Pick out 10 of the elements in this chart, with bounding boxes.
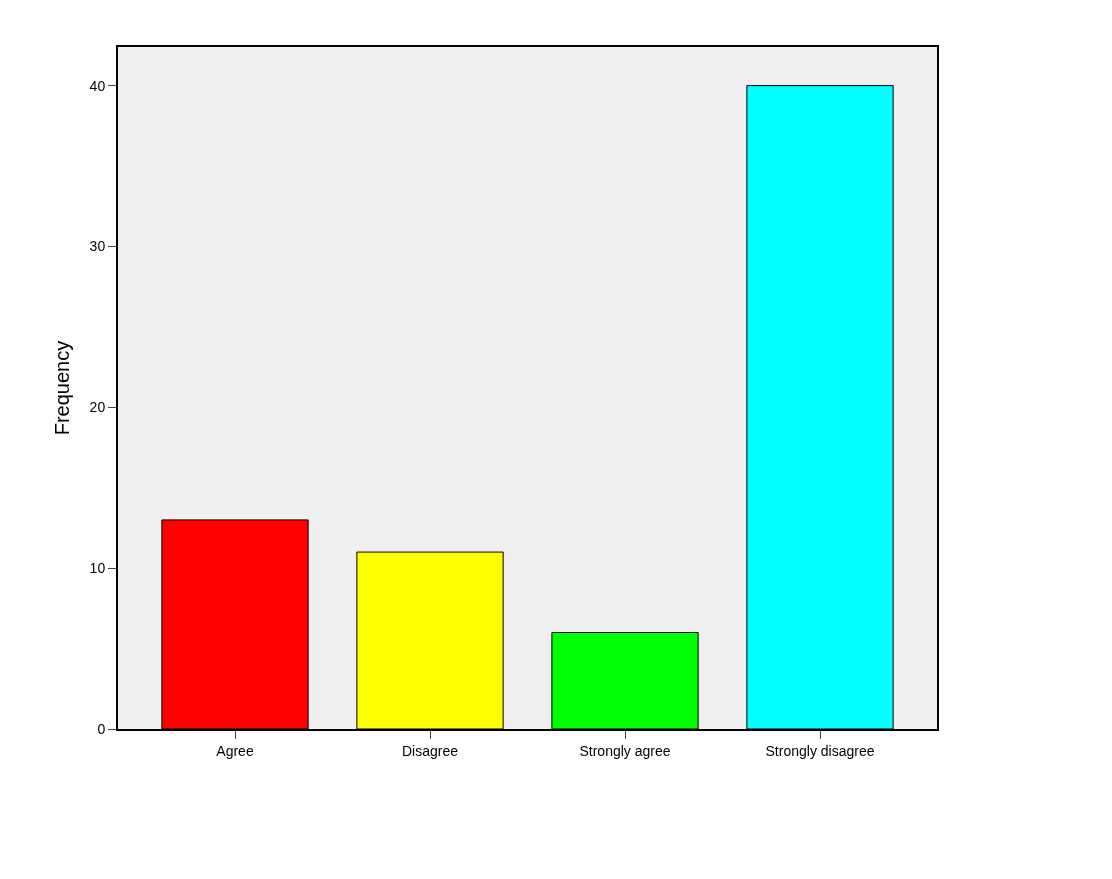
y-axis-title: Frequency (50, 340, 73, 436)
y-tick-label: 40 (89, 77, 106, 94)
x-tick-label: Disagree (401, 742, 459, 759)
x-tick-label: Strongly agree (579, 742, 671, 759)
y-tick-label: 20 (89, 399, 106, 416)
y-tick-label: 30 (89, 238, 106, 255)
x-tick-label: Agree (216, 742, 254, 759)
y-tick-label: 0 (97, 720, 106, 737)
y-tick-label: 10 (89, 560, 106, 577)
x-tick-label: Strongly disagree (765, 742, 875, 759)
